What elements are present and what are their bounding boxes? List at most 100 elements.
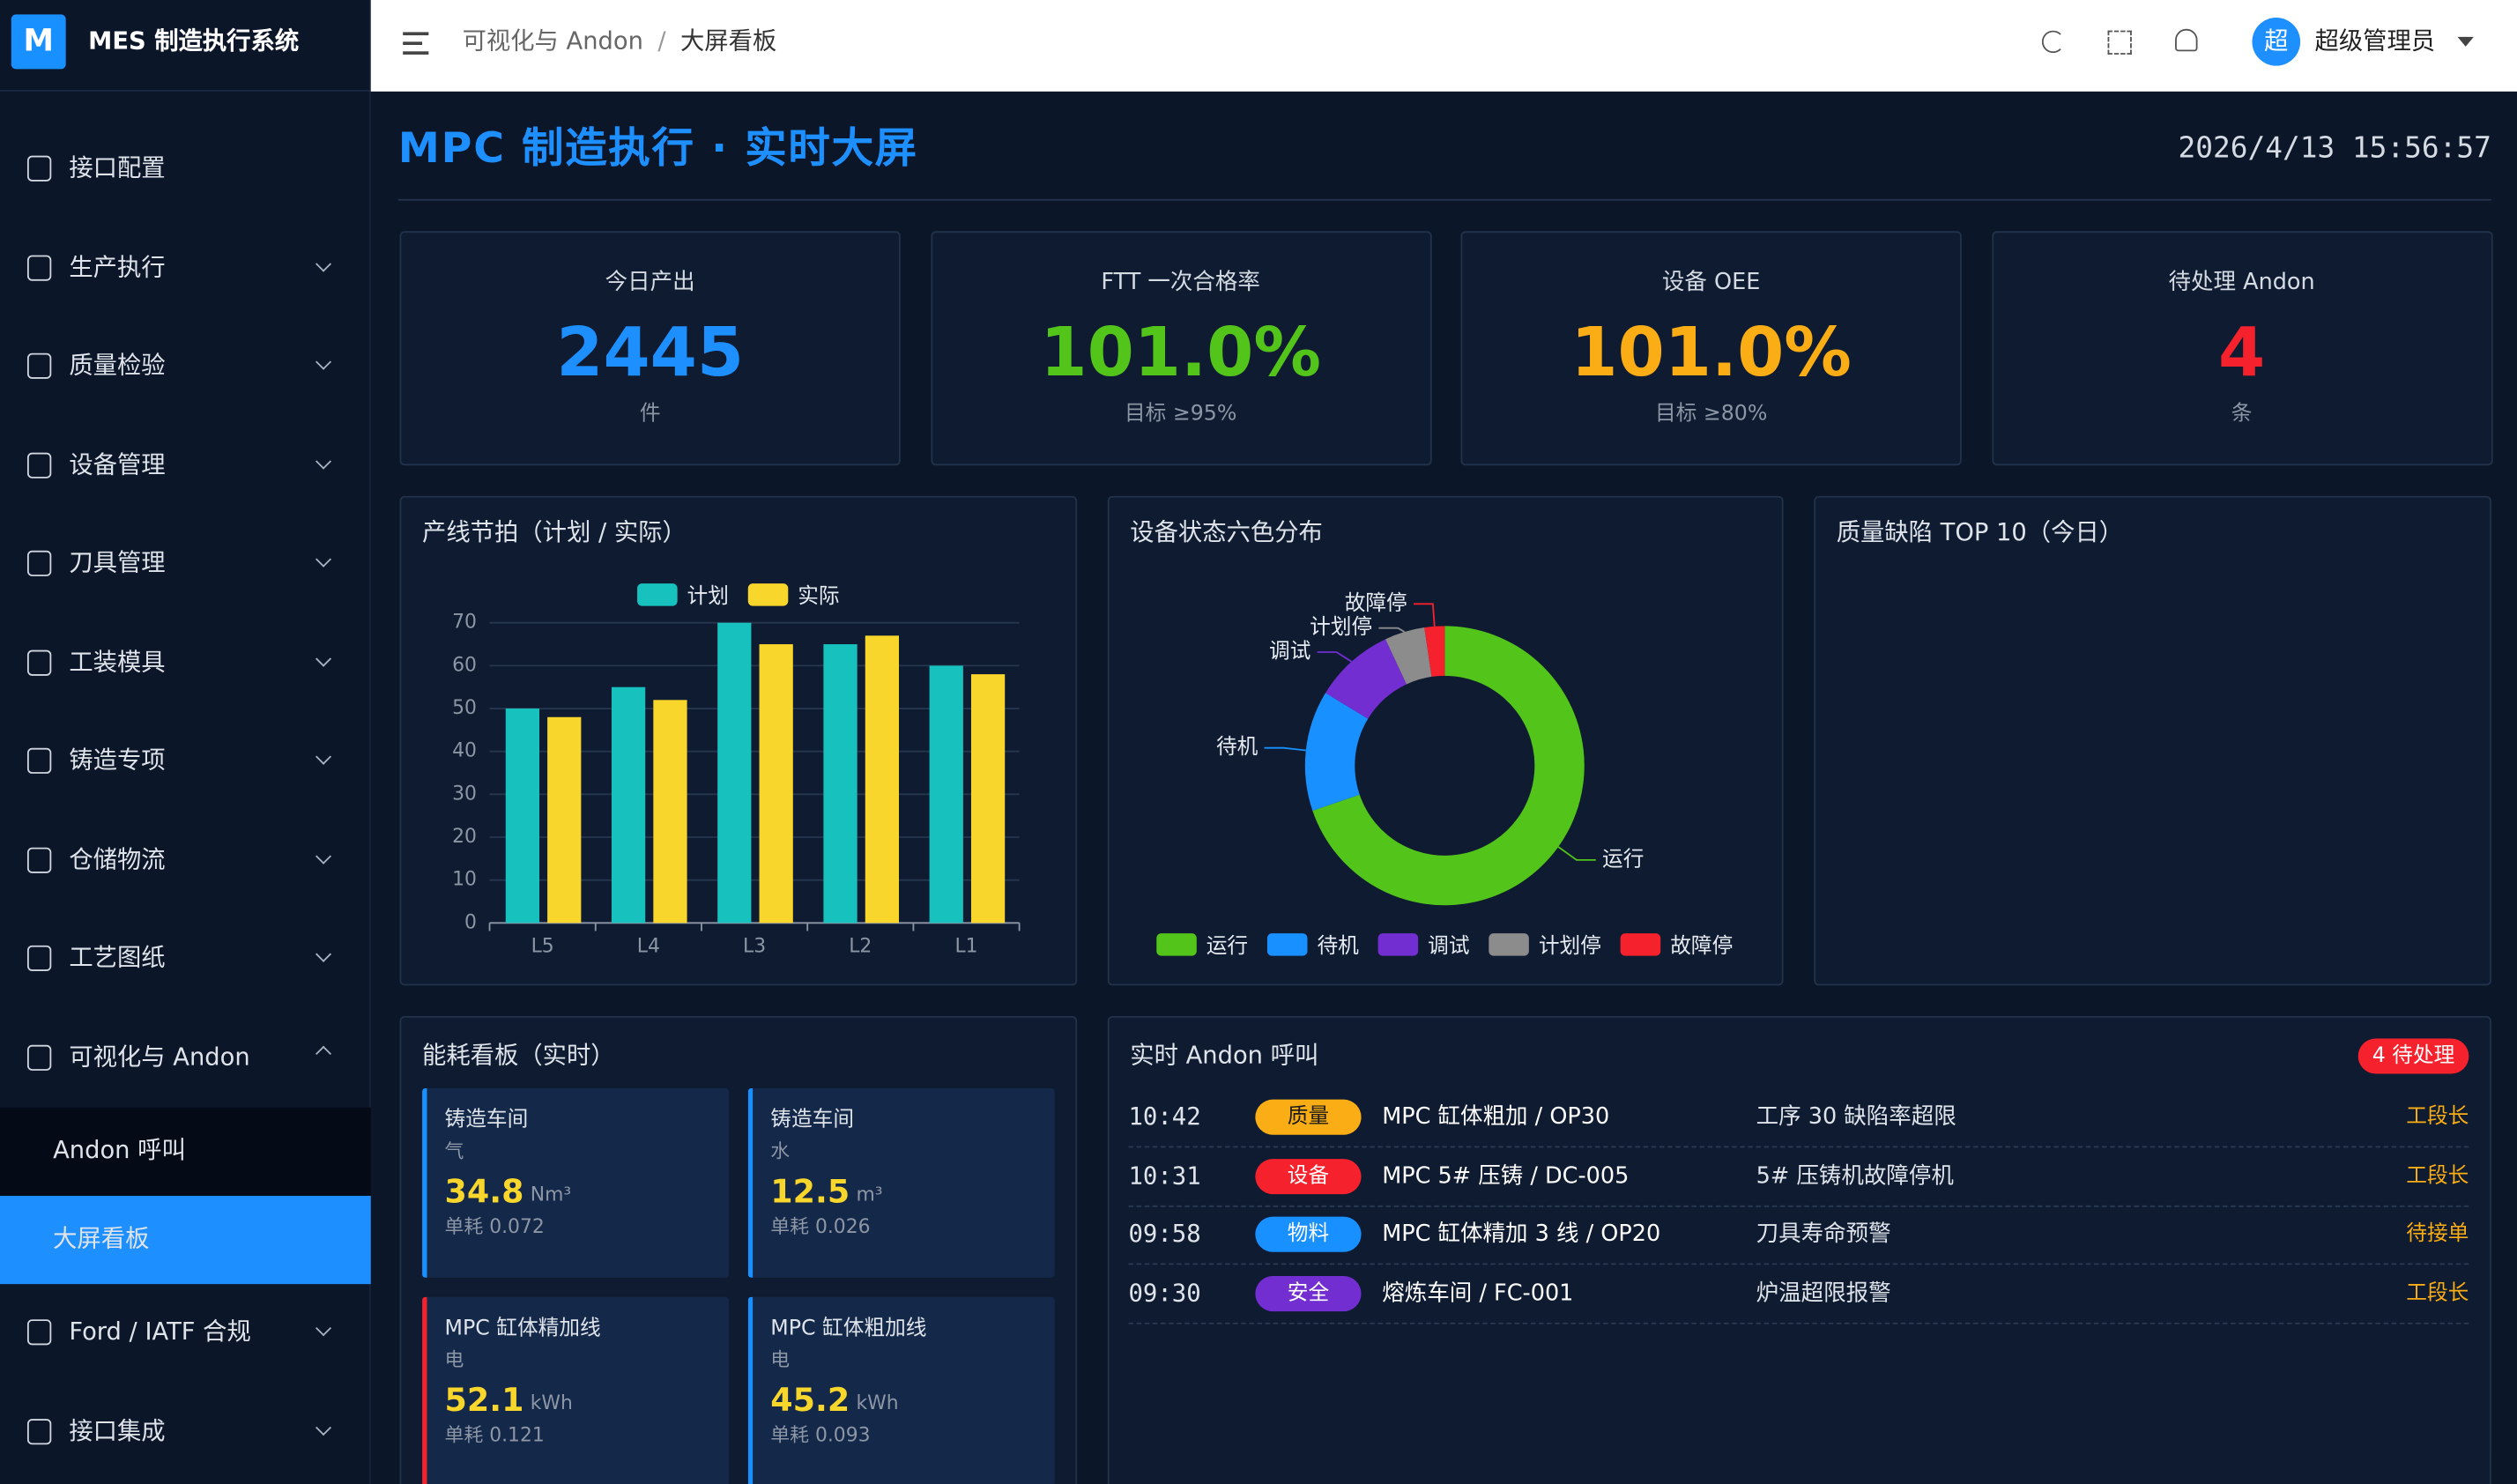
- leader-line: [1378, 627, 1406, 633]
- y-tick-label: 10: [452, 869, 477, 891]
- avatar-text: 超: [2264, 26, 2289, 56]
- kpi-label: 设备 OEE: [1661, 270, 1761, 296]
- kpi-label: FTT 一次合格率: [1101, 270, 1260, 296]
- andon-time: 10:42: [1128, 1102, 1201, 1132]
- menu-item[interactable]: 设备管理: [69, 449, 166, 479]
- andon-time: 09:30: [1128, 1278, 1201, 1308]
- menu-item[interactable]: Andon 呼叫: [53, 1135, 186, 1165]
- energy-medium: 电: [770, 1348, 791, 1371]
- energy-workshop: 铸造车间: [770, 1108, 855, 1133]
- energy-rate: 单耗 0.026: [770, 1214, 871, 1238]
- menu-icon: [26, 1418, 52, 1444]
- x-tick-label: L4: [637, 936, 660, 958]
- legend-swatch: [747, 582, 789, 605]
- hamburger-line: [403, 41, 423, 46]
- bar: [717, 622, 752, 924]
- bar: [505, 709, 540, 924]
- menu-item[interactable]: 生产执行: [69, 251, 166, 281]
- slice-label: 计划停: [1310, 614, 1372, 639]
- refresh-icon[interactable]: [2041, 30, 2065, 54]
- legend-swatch: [1156, 932, 1197, 955]
- y-tick-label: 60: [452, 654, 477, 676]
- legend: 计划 实际: [637, 579, 840, 610]
- logo: M: [23, 23, 54, 59]
- andon-tag: [1255, 1099, 1362, 1135]
- kpi-value: 101.0%: [1570, 313, 1852, 392]
- x-tick-label: L2: [849, 936, 872, 958]
- energy-workshop: 铸造车间: [444, 1108, 529, 1133]
- kpi-label: 待处理 Andon: [2168, 270, 2315, 296]
- andon-status: 工段长: [2406, 1163, 2469, 1189]
- kpi-label: 今日产出: [605, 270, 695, 296]
- menu-item[interactable]: 刀具管理: [69, 548, 166, 577]
- andon-issue: 炉温超限报警: [1756, 1280, 1891, 1307]
- menu-icon: [26, 1043, 52, 1070]
- menu-item[interactable]: Ford / IATF 合规: [69, 1317, 251, 1347]
- menu-item[interactable]: 质量检验: [69, 350, 166, 380]
- menu-item[interactable]: 工装模具: [69, 647, 166, 676]
- bell-icon[interactable]: [2175, 28, 2198, 52]
- hamburger-line: [403, 32, 429, 36]
- kpi-card: [930, 231, 1431, 466]
- brand: MES 制造执行系统: [88, 26, 300, 56]
- andon-issue: 刀具寿命预警: [1756, 1221, 1891, 1248]
- x-tick-label: L5: [531, 936, 554, 958]
- bar: [823, 644, 858, 924]
- andon-status: 待接单: [2406, 1222, 2469, 1248]
- logo-badge: [11, 14, 66, 70]
- menu-item[interactable]: 工艺图纸: [69, 943, 166, 972]
- andon-badge: [2357, 1038, 2469, 1074]
- menu-item[interactable]: 仓储物流: [69, 844, 166, 873]
- kpi-value: 101.0%: [1040, 313, 1321, 392]
- bar: [865, 635, 900, 924]
- quality-panel: [1814, 495, 2491, 986]
- leader-line: [1317, 651, 1353, 663]
- legend-label: 实际: [798, 584, 840, 610]
- energy-medium: 电: [444, 1348, 464, 1371]
- menu-item[interactable]: 接口配置: [69, 152, 166, 182]
- energy-rate: 单耗 0.093: [770, 1423, 871, 1447]
- breadcrumb[interactable]: 可视化与 Andon: [462, 26, 643, 56]
- row-divider: [1128, 1205, 2469, 1207]
- slice-label: 运行: [1602, 846, 1644, 871]
- energy-medium: 水: [770, 1139, 791, 1162]
- y-tick-label: 0: [464, 911, 477, 933]
- legend-swatch: [1266, 932, 1308, 955]
- andon-status: 工段长: [2406, 1105, 2469, 1130]
- menu-item[interactable]: 接口集成: [69, 1415, 166, 1445]
- bar: [547, 716, 582, 924]
- leader-line: [1264, 746, 1306, 752]
- active-item: [0, 1195, 371, 1285]
- panel-title: 设备状态六色分布: [1130, 517, 1323, 547]
- legend-item: 实际: [747, 579, 840, 610]
- y-tick-label: 40: [452, 740, 477, 762]
- andon-tag: [1255, 1158, 1362, 1194]
- avatar[interactable]: [2252, 18, 2301, 66]
- fullscreen-icon[interactable]: [2107, 30, 2132, 55]
- menu-item[interactable]: 铸造专项: [69, 746, 166, 775]
- energy-value: 12.5: [770, 1171, 850, 1211]
- andon-time: 09:58: [1128, 1220, 1201, 1249]
- energy-card: [422, 1087, 729, 1278]
- legend-swatch: [637, 582, 678, 605]
- legend-label: 计划停: [1538, 934, 1601, 960]
- legend-item: 运行: [1156, 929, 1248, 959]
- energy-value: 45.2: [770, 1380, 850, 1420]
- andon-time: 10:31: [1128, 1161, 1201, 1191]
- energy-unit: Nm³: [530, 1183, 572, 1206]
- legend-item: 故障停: [1620, 929, 1733, 959]
- menu-item[interactable]: 可视化与 Andon: [69, 1042, 250, 1071]
- andon-issue: 工序 30 缺陷率超限: [1756, 1104, 1956, 1131]
- energy-value: 52.1: [444, 1380, 524, 1420]
- y-tick-label: 20: [452, 826, 477, 848]
- header: [370, 0, 2517, 92]
- slice-label: 调试: [1269, 638, 1310, 663]
- breadcrumb-separator: /: [657, 26, 666, 56]
- datetime: 2026/4/13 15:56:57: [2178, 131, 2491, 166]
- menu-icon: [26, 254, 52, 280]
- donut-slice: [1325, 639, 1407, 719]
- user-name[interactable]: 超级管理员: [2314, 26, 2436, 56]
- menu-item[interactable]: 大屏看板: [53, 1223, 150, 1253]
- andon-issue: 5# 压铸机故障停机: [1756, 1162, 1954, 1190]
